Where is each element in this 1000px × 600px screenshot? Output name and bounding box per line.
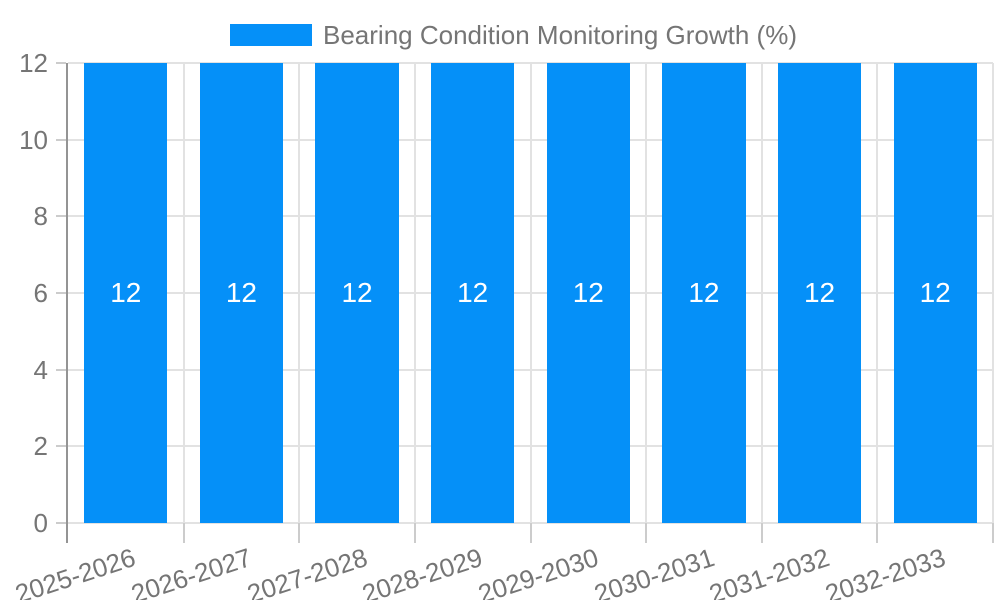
- bar: [84, 63, 168, 523]
- y-tick-label: 0: [33, 508, 48, 538]
- y-axis-tick: [56, 138, 66, 141]
- bar-value-label: 12: [110, 277, 142, 308]
- gridline-vertical: [182, 63, 185, 523]
- y-tick-label: 2: [33, 431, 48, 462]
- x-axis-tick: [992, 523, 994, 543]
- y-tick-label: 12: [19, 48, 48, 78]
- gridline-vertical: [760, 63, 763, 523]
- x-axis-tick: [645, 523, 648, 543]
- x-axis-tick: [298, 523, 301, 543]
- y-tick-label: 8: [33, 201, 48, 232]
- bar-value-label: 12: [688, 277, 720, 308]
- bar: [546, 63, 630, 523]
- bar-value-label: 12: [572, 277, 604, 308]
- y-tick-label: 10: [19, 124, 48, 155]
- x-axis-tick: [182, 523, 185, 543]
- y-axis-tick: [56, 368, 66, 371]
- x-tick-label: 2031-2032: [705, 542, 834, 600]
- y-axis-tick: [56, 292, 66, 294]
- y-axis-tick: [56, 215, 66, 218]
- y-axis-line: [66, 63, 68, 543]
- x-axis-tick: [876, 523, 879, 543]
- bar-value-label: 12: [341, 277, 373, 308]
- x-tick-label: 2026-2027: [127, 542, 256, 600]
- bar: [893, 63, 977, 523]
- bar: [199, 63, 284, 523]
- y-tick-label: 6: [33, 278, 48, 308]
- gridline-vertical: [645, 63, 648, 523]
- gridline-vertical: [529, 63, 532, 523]
- x-tick-label: 2027-2028: [243, 542, 371, 600]
- bar-value-label: 12: [457, 277, 489, 308]
- legend-label: Bearing Condition Monitoring Growth (%): [323, 20, 797, 50]
- bar-value-label: 12: [803, 277, 836, 308]
- x-axis-tick: [529, 523, 532, 543]
- x-tick-label: 2025-2026: [11, 542, 140, 600]
- x-tick-label: 2029-2030: [474, 542, 602, 600]
- x-axis-tick: [413, 523, 416, 543]
- y-tick-label: 4: [33, 354, 48, 385]
- plot-area: 0 2 4 6 8 10 12 12 2025-2026 12 2026-2027 12 2027-20…: [12, 50, 994, 600]
- bar: [315, 63, 399, 523]
- x-axis-tick: [760, 523, 763, 543]
- bar: [662, 63, 746, 523]
- bar: [777, 63, 862, 523]
- legend-swatch: [230, 24, 312, 46]
- chart-legend[interactable]: Bearing Condition Monitoring Growth (%): [230, 21, 797, 49]
- bar-value-label: 12: [919, 277, 951, 308]
- y-axis-tick: [56, 62, 66, 64]
- gridline-vertical: [413, 63, 416, 523]
- gridline-vertical: [992, 63, 994, 523]
- bar-value-label: 12: [225, 277, 258, 308]
- y-axis-tick: [56, 445, 66, 448]
- x-tick-label: 2032-2033: [821, 542, 949, 600]
- bar: [431, 63, 515, 523]
- x-tick-label: 2028-2029: [358, 542, 487, 600]
- x-tick-label: 2030-2031: [590, 542, 718, 600]
- gridline-vertical: [298, 63, 301, 523]
- gridline-vertical: [876, 63, 879, 523]
- y-axis-tick: [56, 522, 66, 524]
